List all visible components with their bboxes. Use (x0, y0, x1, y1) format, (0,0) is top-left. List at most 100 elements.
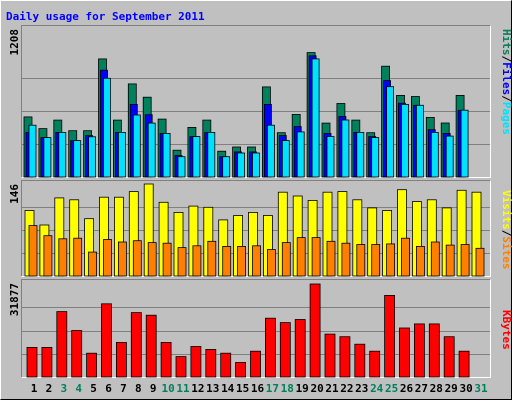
kbytes-bar (369, 350, 381, 378)
kbytes-bar (384, 294, 396, 378)
pages-bar (445, 135, 454, 178)
x-tick-label: 15 (236, 382, 249, 395)
panel-visits-sites: 146 Visits/Sites (8, 180, 512, 277)
x-tick-label: 19 (296, 382, 309, 395)
x-tick-label: 11 (176, 382, 190, 395)
panel-frame-dark (21, 180, 491, 277)
y-max-label: 146 (8, 184, 21, 204)
sites-bar (237, 245, 247, 277)
pages-bar (371, 137, 380, 178)
y-max-label: 31877 (8, 283, 21, 316)
pages-bar (356, 131, 365, 178)
pages-bar (296, 131, 305, 178)
pages-bar (386, 86, 395, 178)
x-tick-label: 30 (459, 382, 472, 395)
panel-hits-files-pages: 1208 Hits/Files/Pages (8, 25, 512, 178)
pages-bar (341, 119, 350, 178)
sites-bar (43, 235, 53, 277)
kbytes-bar (279, 322, 291, 378)
legend-entry: Visits (500, 190, 512, 230)
x-tick-label: 6 (105, 382, 112, 395)
pages-bar (415, 104, 424, 178)
x-tick-label: 12 (191, 382, 204, 395)
kbytes-bar (41, 346, 53, 378)
pages-bar (207, 131, 216, 178)
x-tick-label: 27 (415, 382, 428, 395)
sites-bar (73, 237, 83, 277)
sites-bar (266, 249, 276, 277)
sites-bar (326, 240, 336, 277)
kbytes-bar (101, 303, 112, 378)
x-tick-label: 29 (445, 382, 458, 395)
legend-entry: KBytes (500, 310, 512, 350)
x-tick-label: 31 (474, 382, 488, 395)
legend-entry: / (500, 56, 512, 63)
sites-bar (58, 238, 68, 277)
pages-bar (132, 114, 141, 178)
pages-bar (237, 152, 246, 178)
sites-bar (371, 244, 381, 277)
panel-frame-light (21, 279, 491, 378)
bars (26, 283, 470, 378)
pages-bar (118, 131, 126, 178)
pages-bar (43, 137, 52, 178)
sites-bar (192, 245, 202, 277)
x-tick-label: 16 (251, 382, 265, 395)
x-tick-label: 2 (46, 382, 53, 395)
sites-bar (252, 245, 261, 277)
panel-frame-light (21, 25, 491, 178)
x-tick-label: 14 (221, 382, 235, 395)
x-tick-label: 9 (150, 382, 157, 395)
pages-bar (401, 104, 409, 178)
sites-bar (341, 242, 351, 277)
kbytes-bar (354, 343, 366, 378)
x-tick-label: 25 (385, 382, 398, 395)
pages-bar (73, 140, 82, 178)
pages-bar (252, 152, 260, 178)
x-tick-label: 20 (310, 382, 323, 395)
x-tick-label: 17 (266, 382, 279, 395)
kbytes-bar (324, 333, 336, 378)
x-axis-day-labels: 1 2 3 4 5 6 7 8 9 10 11 12 13 14 15 16 17 18 19 20 21 22 23 24 2… (31, 382, 488, 395)
sites-bar (460, 244, 470, 277)
kbytes-bar (71, 330, 83, 378)
kbytes-bar (250, 350, 261, 378)
pages-bar (460, 109, 469, 178)
pages-bar (177, 156, 186, 178)
sites-bar (88, 251, 97, 277)
pages-bar (28, 124, 37, 178)
pages-bar (147, 122, 156, 178)
kbytes-bar (160, 341, 172, 378)
x-tick-label: 22 (340, 382, 353, 395)
sites-bar (147, 242, 157, 277)
pages-bar (281, 140, 290, 178)
kbytes-bar (205, 348, 217, 378)
panel-frame-light (21, 180, 491, 277)
sites-bar (28, 225, 38, 277)
sites-bar (356, 244, 366, 277)
bars (23, 52, 469, 178)
sites-bar (296, 237, 306, 277)
sites-bar (103, 239, 112, 277)
sites-bar (118, 241, 127, 277)
kbytes-bar (309, 283, 321, 378)
kbytes-bar (175, 356, 187, 378)
pages-bar (311, 58, 320, 178)
x-tick-label: 3 (60, 382, 67, 395)
legend-entry: Files (500, 62, 512, 95)
kbytes-bar (116, 341, 127, 378)
kbytes-bar (145, 314, 157, 378)
kbytes-bar (130, 312, 142, 378)
legend-entry: Hits (500, 29, 512, 56)
panel-frame-dark (21, 25, 491, 178)
x-tick-label: 26 (400, 382, 414, 395)
kbytes-bar (458, 350, 470, 378)
kbytes-bar (264, 317, 276, 378)
pages-bar (192, 136, 201, 178)
legend: KBytes (500, 310, 512, 350)
sites-bar (415, 245, 425, 277)
legend: Hits/Files/Pages (500, 29, 512, 135)
kbytes-bar (413, 323, 425, 378)
x-tick-label: 23 (355, 382, 368, 395)
pages-bar (58, 131, 67, 178)
